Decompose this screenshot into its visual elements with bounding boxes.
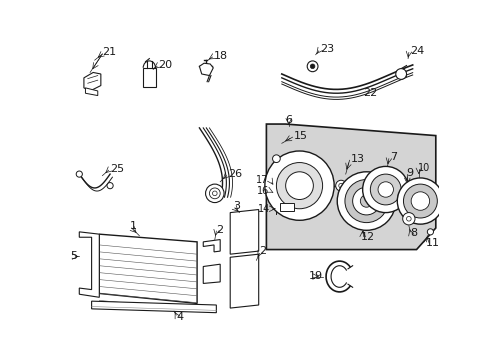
Text: 1: 1 (130, 221, 137, 231)
Text: 14: 14 (258, 204, 270, 214)
Text: 19: 19 (308, 271, 322, 281)
Text: 3: 3 (233, 202, 240, 211)
Circle shape (276, 163, 322, 209)
Circle shape (395, 69, 406, 80)
Circle shape (403, 184, 436, 218)
Circle shape (396, 178, 443, 224)
Circle shape (360, 195, 372, 207)
Circle shape (285, 172, 313, 199)
Text: 22: 22 (362, 88, 376, 98)
Text: 24: 24 (409, 46, 424, 56)
Text: 16: 16 (256, 186, 268, 196)
Circle shape (272, 155, 280, 163)
Circle shape (397, 188, 416, 206)
Text: 6: 6 (285, 115, 292, 125)
Text: 2: 2 (258, 246, 265, 256)
Circle shape (344, 180, 387, 222)
Polygon shape (99, 234, 197, 303)
Circle shape (362, 166, 408, 213)
Text: 23: 23 (320, 44, 334, 54)
Text: 9: 9 (406, 167, 413, 177)
Circle shape (310, 64, 314, 69)
Polygon shape (84, 72, 101, 91)
Text: 11: 11 (425, 238, 439, 248)
Text: 2: 2 (216, 225, 223, 235)
Text: 20: 20 (158, 60, 172, 70)
Text: 18: 18 (214, 50, 228, 60)
Circle shape (205, 184, 224, 203)
Text: 12: 12 (360, 232, 374, 242)
Text: 26: 26 (227, 169, 242, 179)
Polygon shape (230, 210, 258, 254)
Circle shape (107, 183, 113, 189)
Polygon shape (199, 63, 213, 76)
Polygon shape (203, 264, 220, 283)
Text: 25: 25 (110, 164, 124, 174)
Polygon shape (203, 239, 220, 252)
Circle shape (343, 180, 353, 191)
Bar (280, 203, 293, 211)
Circle shape (337, 172, 395, 230)
Text: 5: 5 (70, 252, 77, 261)
Polygon shape (85, 88, 98, 95)
Circle shape (306, 61, 317, 72)
Circle shape (264, 151, 333, 220)
Circle shape (402, 213, 414, 225)
Text: 17: 17 (256, 175, 268, 185)
Polygon shape (91, 301, 216, 313)
Text: 15: 15 (293, 131, 307, 141)
Circle shape (335, 180, 346, 191)
Circle shape (352, 187, 380, 215)
Polygon shape (230, 254, 258, 308)
Polygon shape (79, 232, 99, 297)
Bar (143, 68, 155, 87)
Text: 10: 10 (417, 163, 429, 173)
Text: 7: 7 (389, 152, 396, 162)
Text: 21: 21 (102, 48, 116, 58)
Circle shape (410, 192, 429, 210)
Text: 8: 8 (409, 228, 417, 238)
Circle shape (76, 171, 82, 177)
Circle shape (369, 174, 400, 205)
Polygon shape (266, 124, 435, 249)
Text: 4: 4 (176, 311, 183, 321)
Circle shape (427, 229, 432, 235)
Circle shape (377, 182, 393, 197)
Text: 13: 13 (350, 154, 365, 164)
